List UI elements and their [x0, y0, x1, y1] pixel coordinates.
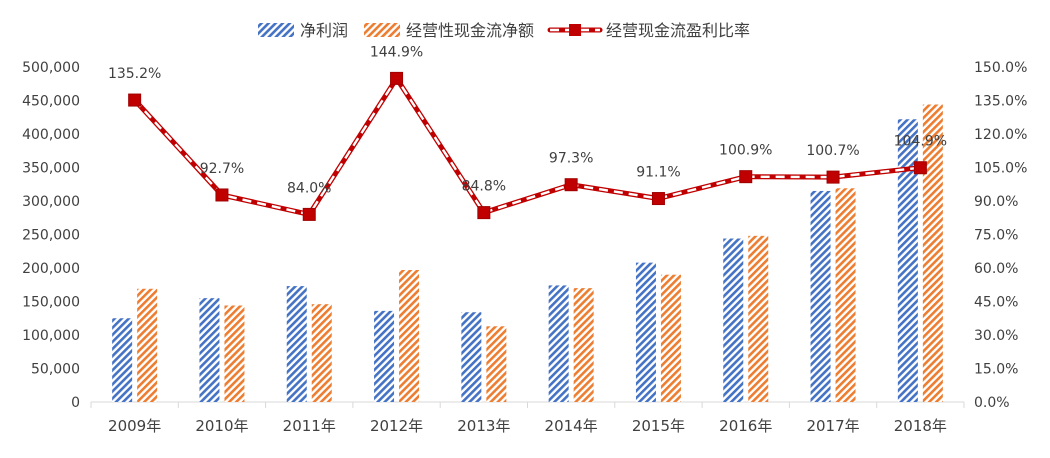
bar-net-profit — [112, 318, 133, 402]
x-category-label: 2010年 — [195, 417, 248, 435]
y-left-tick-label: 300,000 — [22, 194, 80, 210]
bar-net-profit — [723, 238, 744, 402]
y-right-tick-label: 105.0% — [974, 161, 1027, 177]
bar-net-profit — [374, 310, 395, 402]
ratio-data-label: 144.9% — [370, 44, 423, 60]
bar-operating-cashflow — [399, 270, 420, 402]
y-right-tick-label: 75.0% — [974, 228, 1018, 244]
y-left-tick-label: 0 — [71, 395, 80, 411]
y-left-tick-label: 250,000 — [22, 228, 80, 244]
ratio-point-marker — [302, 207, 316, 221]
ratio-data-label: 92.7% — [200, 161, 244, 177]
bar-operating-cashflow — [748, 235, 769, 402]
legend-swatch-net-profit — [258, 23, 294, 37]
y-right-tick-label: 30.0% — [974, 328, 1018, 344]
bar-operating-cashflow — [660, 274, 681, 402]
ratio-data-label: 100.9% — [719, 143, 772, 159]
ratio-point-marker — [913, 161, 927, 175]
y-right-tick-label: 60.0% — [974, 261, 1018, 277]
y-right-tick-label: 120.0% — [974, 127, 1027, 143]
bar-net-profit — [810, 190, 831, 402]
bar-net-profit — [548, 285, 569, 402]
legend-label: 经营现金流盈利比率 — [606, 21, 750, 40]
bar-net-profit — [461, 312, 482, 402]
ratio-line-dash — [133, 76, 921, 216]
bar-net-profit — [286, 286, 307, 402]
bar-net-profit — [897, 119, 918, 402]
x-category-label: 2011年 — [283, 417, 336, 435]
x-category-label: 2013年 — [457, 417, 510, 435]
x-category-label: 2015年 — [632, 417, 685, 435]
bar-operating-cashflow — [835, 188, 856, 402]
ratio-point-marker — [215, 188, 229, 202]
legend-swatch-operating-cashflow — [364, 23, 401, 37]
x-category-label: 2012年 — [370, 417, 423, 435]
ratio-point-marker — [564, 178, 578, 192]
y-left-tick-label: 50,000 — [31, 362, 80, 378]
bar-operating-cashflow — [486, 326, 507, 402]
y-left-tick-label: 450,000 — [22, 94, 80, 110]
y-right-tick-label: 150.0% — [974, 60, 1027, 76]
x-category-label: 2018年 — [894, 417, 947, 435]
ratio-point-marker — [739, 170, 753, 184]
x-category-label: 2014年 — [545, 417, 598, 435]
y-left-tick-label: 150,000 — [22, 295, 80, 311]
x-category-label: 2009年 — [108, 417, 161, 435]
ratio-point-marker — [477, 206, 491, 220]
ratio-data-label: 97.3% — [549, 151, 593, 167]
y-right-tick-label: 135.0% — [974, 94, 1027, 110]
ratio-data-label: 84.0% — [287, 180, 331, 196]
ratio-point-marker — [651, 192, 665, 206]
ratio-data-label: 91.1% — [636, 165, 680, 181]
legend-line-marker — [569, 24, 582, 36]
bar-operating-cashflow — [573, 288, 594, 402]
y-left-tick-label: 400,000 — [22, 127, 80, 143]
bar-net-profit — [635, 262, 656, 402]
y-left-tick-label: 100,000 — [22, 328, 80, 344]
legend-label: 经营性现金流净额 — [406, 21, 534, 40]
ratio-data-label: 100.7% — [806, 143, 859, 159]
y-right-tick-label: 90.0% — [974, 194, 1018, 210]
bar-operating-cashflow — [224, 305, 245, 402]
ratio-data-label: 135.2% — [108, 66, 161, 82]
ratio-point-marker — [390, 71, 404, 85]
y-right-tick-label: 45.0% — [974, 295, 1018, 311]
ratio-data-label: 84.8% — [462, 179, 506, 195]
bar-operating-cashflow — [137, 288, 158, 402]
bar-operating-cashflow — [922, 104, 943, 403]
ratio-line-outer — [132, 75, 923, 217]
y-left-tick-label: 350,000 — [22, 161, 80, 177]
x-category-label: 2016年 — [719, 417, 772, 435]
y-left-tick-label: 200,000 — [22, 261, 80, 277]
y-right-tick-label: 15.0% — [974, 362, 1018, 378]
legend-label: 净利润 — [300, 21, 348, 40]
ratio-data-label: 104.9% — [894, 134, 947, 150]
x-category-label: 2017年 — [806, 417, 859, 435]
bar-net-profit — [199, 298, 220, 402]
y-right-tick-label: 0.0% — [974, 395, 1010, 411]
ratio-point-marker — [128, 93, 142, 107]
bar-operating-cashflow — [311, 304, 332, 402]
ratio-point-marker — [826, 170, 840, 184]
y-left-tick-label: 500,000 — [22, 60, 80, 76]
